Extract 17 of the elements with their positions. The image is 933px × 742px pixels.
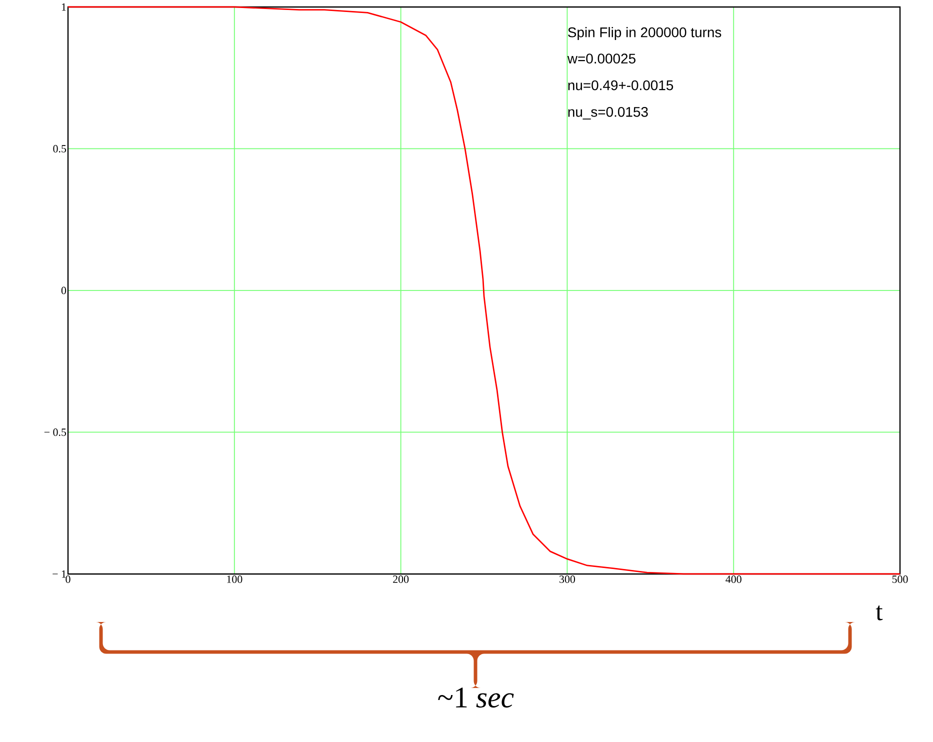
y-tick-label: − 0.5 — [44, 428, 66, 436]
annotation: Spin Flip in 200000 turns — [568, 27, 722, 40]
x-axis-title: t — [876, 606, 883, 620]
x-tick-label: 400 — [726, 576, 742, 583]
y-tick-label: 1 — [62, 3, 66, 11]
y-tick-label: 0.5 — [53, 145, 66, 152]
x-tick-label: 100 — [227, 576, 242, 583]
y-tick-label: − 1 — [52, 570, 66, 578]
annotation: w=0.00025 — [567, 54, 636, 64]
line-series — [67, 6, 901, 575]
annotation: nu_s=0.0153 — [568, 106, 648, 120]
x-tick-label: 200 — [393, 576, 409, 583]
x-tick-label: 500 — [892, 576, 908, 583]
text: ~1 sec — [438, 688, 514, 708]
y-tick-label: 0 — [61, 286, 66, 294]
x-tick-label: 300 — [560, 576, 576, 583]
annotation: nu=0.49+-0.0015 — [568, 80, 674, 90]
